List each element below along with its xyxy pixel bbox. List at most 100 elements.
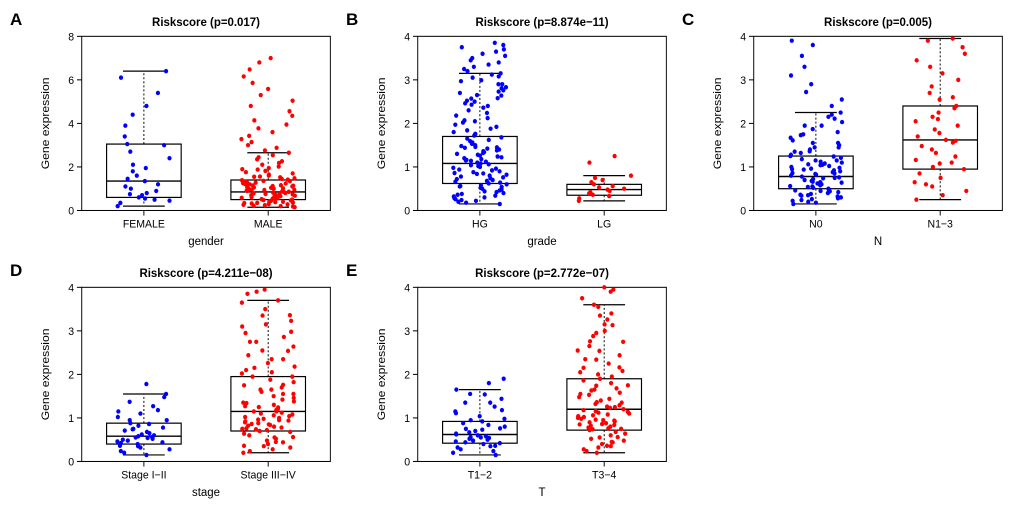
x-axis-label: gender: [188, 234, 224, 248]
data-point: [501, 175, 505, 179]
data-point: [789, 73, 793, 77]
data-point: [463, 101, 467, 105]
data-point: [809, 82, 813, 86]
data-point: [257, 405, 261, 409]
data-point: [482, 195, 486, 199]
data-point: [476, 153, 480, 157]
data-point: [143, 196, 147, 200]
ytick-label: 2: [404, 369, 410, 381]
data-point: [500, 82, 504, 86]
data-point: [118, 201, 122, 205]
data-point: [156, 91, 160, 95]
data-point: [811, 141, 815, 145]
data-point: [167, 198, 171, 202]
data-point: [465, 136, 469, 140]
data-point: [826, 186, 830, 190]
data-point: [258, 174, 262, 178]
data-point: [801, 132, 805, 136]
plot-wrap: Riskscore (p=8.874e−11)01234Gene express…: [368, 10, 674, 253]
data-point: [595, 451, 599, 455]
data-point: [467, 430, 471, 434]
data-point: [279, 183, 283, 187]
data-point: [915, 58, 919, 62]
data-point: [498, 202, 502, 206]
chart-title: Riskscore (p=2.772e−07): [475, 266, 609, 280]
data-point: [266, 87, 270, 91]
data-point: [469, 163, 473, 167]
data-point: [928, 65, 932, 69]
data-point: [594, 331, 598, 335]
data-point: [483, 392, 487, 396]
data-point: [473, 119, 477, 123]
data-point: [495, 154, 499, 158]
data-point: [837, 166, 841, 170]
data-point: [623, 431, 627, 435]
data-point: [488, 444, 492, 448]
data-point: [920, 144, 924, 148]
data-point: [464, 200, 468, 204]
data-point: [832, 154, 836, 158]
data-point: [622, 438, 626, 442]
data-point: [799, 151, 803, 155]
data-point: [941, 193, 945, 197]
data-point: [256, 167, 260, 171]
data-point: [581, 366, 585, 370]
data-point: [498, 441, 502, 445]
chart-title: Riskscore (p=0.005): [824, 15, 932, 29]
data-point: [291, 344, 295, 348]
chart-svg: Riskscore (p=8.874e−11)01234Gene express…: [368, 10, 674, 253]
data-point: [481, 105, 485, 109]
chart-title: Riskscore (p=4.211e−08): [139, 266, 272, 280]
xtick-label: T1−2: [468, 469, 492, 481]
data-point: [144, 453, 148, 457]
xtick-label: N1−3: [927, 218, 952, 230]
data-point: [496, 96, 500, 100]
data-point: [605, 317, 609, 321]
data-point: [457, 167, 461, 171]
data-point: [242, 431, 246, 435]
data-point: [611, 184, 615, 188]
data-point: [466, 108, 470, 112]
data-point: [292, 380, 296, 384]
ytick-label: 1: [68, 413, 74, 425]
data-point: [455, 177, 459, 181]
data-point: [479, 78, 483, 82]
data-point: [833, 116, 837, 120]
data-point: [814, 200, 818, 204]
data-point: [291, 171, 295, 175]
data-point: [820, 162, 824, 166]
data-point: [291, 183, 295, 187]
data-point: [582, 415, 586, 419]
data-point: [481, 149, 485, 153]
data-point: [473, 132, 477, 136]
data-point: [455, 445, 459, 449]
data-point: [471, 170, 475, 174]
data-point: [608, 424, 612, 428]
data-point: [134, 435, 138, 439]
data-point: [580, 296, 584, 300]
data-point: [799, 198, 803, 202]
plot-wrap: Riskscore (p=0.005)01234Gene expressionN…: [704, 10, 1010, 253]
data-point: [281, 392, 285, 396]
data-point: [598, 313, 602, 317]
data-point: [280, 159, 284, 163]
data-point: [270, 130, 274, 134]
data-point: [826, 115, 830, 119]
data-point: [481, 171, 485, 175]
data-point: [453, 122, 457, 126]
ytick-label: 3: [740, 75, 746, 87]
xtick-label: FEMALE: [123, 218, 165, 230]
data-point: [271, 153, 275, 157]
ytick-label: 0: [404, 205, 410, 217]
data-point: [263, 287, 267, 291]
data-point: [288, 445, 292, 449]
data-point: [131, 112, 135, 116]
data-point: [486, 116, 490, 120]
data-point: [956, 123, 960, 127]
data-point: [290, 197, 294, 201]
data-point: [254, 340, 258, 344]
data-point: [275, 146, 279, 150]
data-point: [251, 191, 255, 195]
data-point: [292, 176, 296, 180]
data-point: [620, 400, 624, 404]
